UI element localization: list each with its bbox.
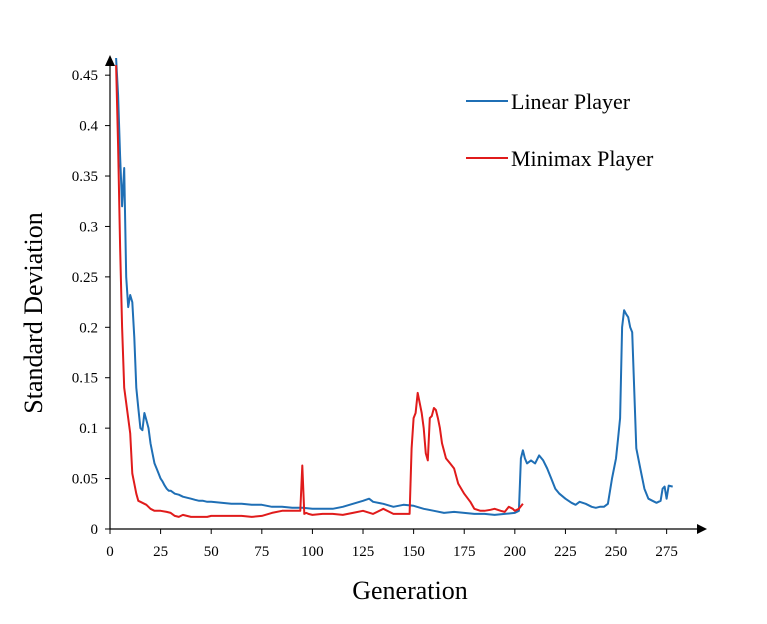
y-tick-label: 0.1: [79, 421, 98, 437]
y-ticks: 0 0.05 0.1 0.15 0.2 0.25 0.3 0.35 0.4 0.45: [72, 68, 110, 538]
y-tick-label: 0.45: [72, 68, 98, 84]
axes-layer: [105, 55, 707, 534]
x-ticks: 0 25 50 75 100 125 150 175 200 225 250 275: [106, 529, 678, 560]
y-tick-label: 0.4: [79, 119, 98, 135]
x-tick-label: 75: [254, 544, 269, 560]
series-line-minimax-player: [115, 65, 524, 518]
y-tick-label: 0.15: [72, 371, 98, 387]
x-tick-label: 225: [554, 544, 577, 560]
x-tick-label: 100: [301, 544, 324, 560]
x-tick-label: 250: [605, 544, 628, 560]
y-axis-arrow: [105, 55, 115, 66]
x-tick-label: 0: [106, 544, 114, 560]
y-axis-title: Standard Deviation: [19, 212, 48, 413]
x-tick-label: 125: [352, 544, 375, 560]
legend: Linear Player Minimax Player: [466, 89, 654, 171]
y-tick-label: 0.25: [72, 270, 98, 286]
x-tick-label: 200: [504, 544, 527, 560]
legend-label-minimax-player: Minimax Player: [511, 146, 654, 171]
x-tick-label: 25: [153, 544, 168, 560]
y-tick-label: 0.2: [79, 320, 98, 336]
x-tick-label: 150: [402, 544, 425, 560]
x-axis-arrow: [697, 524, 707, 534]
series-line-linear-player: [115, 57, 673, 516]
x-tick-label: 275: [655, 544, 678, 560]
y-tick-label: 0.05: [72, 472, 98, 488]
x-axis-title: Generation: [352, 576, 468, 605]
x-tick-label: 50: [204, 544, 219, 560]
y-tick-label: 0.35: [72, 169, 98, 185]
y-tick-label: 0.3: [79, 219, 98, 235]
legend-label-linear-player: Linear Player: [511, 89, 631, 114]
series-layer: [115, 57, 673, 518]
y-tick-label: 0: [91, 522, 99, 538]
x-tick-label: 175: [453, 544, 476, 560]
